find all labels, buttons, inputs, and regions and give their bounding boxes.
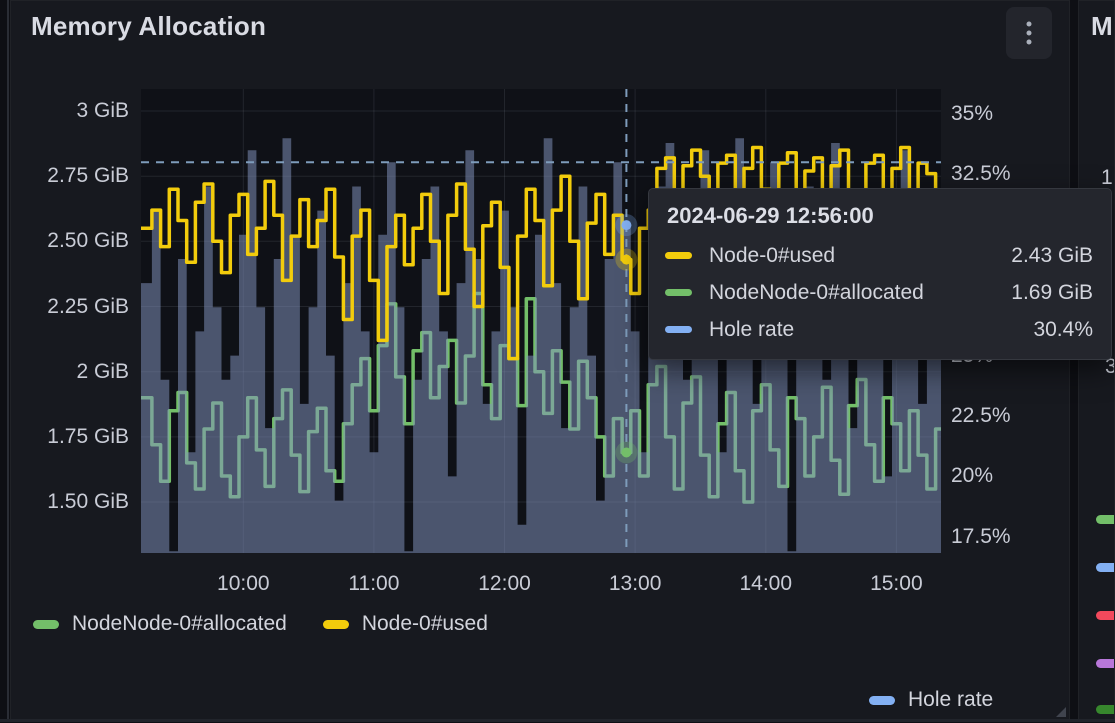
y-tick-label-right: 22.5% bbox=[951, 404, 1011, 427]
tooltip-rows: Node-0#used 2.43 GiB NodeNode-0#allocated 1… bbox=[665, 237, 1093, 348]
legend-swatch bbox=[33, 619, 59, 629]
tooltip-series-value: 30.4% bbox=[1033, 317, 1093, 341]
y-tick-label-right: 17.5% bbox=[951, 524, 1011, 548]
adjacent-axis-fragment: 1. bbox=[1101, 166, 1114, 189]
tooltip-row: Hole rate 30.4% bbox=[665, 311, 1093, 348]
legend-item[interactable]: NodeNode-0#allocated bbox=[33, 612, 287, 636]
y-tick-label-left: 3 GiB bbox=[76, 99, 129, 122]
y-tick-label-left: 2.75 GiB bbox=[47, 164, 129, 188]
panel-title: Memory Allocation bbox=[31, 11, 267, 41]
tooltip-series-label: Node-0#used bbox=[709, 243, 836, 267]
legend: NodeNode-0#allocated Node-0#used bbox=[33, 610, 488, 638]
tooltip-series-swatch bbox=[665, 326, 692, 333]
tooltip-timestamp: 2024-06-29 12:56:00 bbox=[667, 203, 874, 228]
used-series-line bbox=[141, 145, 941, 361]
y-axis-left: 3 GiB 2.75 GiB 2.50 GiB 2.25 GiB 2 GiB 1.75 G… bbox=[11, 1, 129, 723]
legend-label: Node-0#used bbox=[361, 612, 488, 635]
x-tick-label: 11:00 bbox=[348, 572, 400, 595]
kebab-icon bbox=[1026, 30, 1032, 36]
hover-point-hole-rate bbox=[621, 220, 632, 231]
tooltip-row: NodeNode-0#allocated 1.69 GiB bbox=[665, 274, 1093, 311]
x-tick-label: 10:00 bbox=[217, 572, 270, 595]
tooltip-series-value: 2.43 GiB bbox=[1011, 243, 1093, 267]
adjacent-legend-swatch[interactable] bbox=[1096, 611, 1114, 620]
adjacent-legend-swatch[interactable] bbox=[1096, 659, 1114, 668]
hover-point-allocated bbox=[621, 447, 632, 458]
y-tick-label-left: 2 GiB bbox=[76, 359, 129, 383]
previous-panel-edge bbox=[7, 0, 9, 722]
adjacent-legend-swatch[interactable] bbox=[1096, 515, 1114, 524]
legend-item[interactable]: Node-0#used bbox=[322, 612, 488, 636]
memory-allocation-panel: Memory Allocation 3 GiB 2.75 GiB 2.50 GiB 2… bbox=[10, 0, 1070, 722]
adjacent-axis-fragment: 3 bbox=[1105, 355, 1114, 379]
x-tick-label: 14:00 bbox=[739, 572, 793, 595]
tooltip-series-swatch bbox=[665, 289, 692, 296]
y-tick-label-right: 20% bbox=[951, 464, 994, 488]
y-tick-label-left: 2.50 GiB bbox=[47, 229, 129, 253]
hover-point-used bbox=[621, 254, 632, 265]
tooltip-series-label: NodeNode-0#allocated bbox=[709, 280, 924, 304]
y-tick-label-right: 32.5% bbox=[951, 162, 1011, 186]
tooltip-series-value: 1.69 GiB bbox=[1011, 280, 1093, 304]
x-tick-label: 15:00 bbox=[870, 572, 923, 595]
panel-menu-button[interactable] bbox=[1006, 7, 1052, 59]
y-tick-label-left: 1.75 GiB bbox=[47, 424, 129, 448]
adjacent-panel-title: M bbox=[1091, 11, 1113, 41]
adjacent-panel: M 1. 3 bbox=[1078, 0, 1115, 722]
adjacent-legend-swatch[interactable] bbox=[1096, 705, 1114, 714]
legend-label-hole-rate: Hole rate bbox=[908, 688, 994, 711]
row-divider bbox=[0, 719, 1115, 722]
legend-swatch-hole-rate bbox=[869, 695, 895, 705]
tooltip-series-swatch bbox=[665, 252, 692, 259]
legend-label: NodeNode-0#allocated bbox=[72, 612, 287, 635]
x-tick-label: 12:00 bbox=[478, 572, 531, 595]
panel-resize-handle[interactable] bbox=[1056, 707, 1066, 717]
x-tick-label: 13:00 bbox=[608, 572, 662, 595]
y-axis-right: 35%32.5%30%27.5%25%22.5%20%17.5% bbox=[951, 1, 1071, 723]
y-tick-label-left: 1.50 GiB bbox=[47, 490, 129, 514]
tooltip-row: Node-0#used 2.43 GiB bbox=[665, 237, 1093, 274]
chart-tooltip: 2024-06-29 12:56:00 Node-0#used 2.43 GiB N… bbox=[648, 188, 1112, 360]
y-tick-label-left: 2.25 GiB bbox=[47, 294, 129, 318]
adjacent-legend-swatch[interactable] bbox=[1096, 563, 1114, 572]
tooltip-series-label: Hole rate bbox=[709, 317, 795, 341]
legend-item-hole-rate[interactable]: Hole rate bbox=[869, 686, 993, 714]
legend-swatch bbox=[322, 619, 349, 629]
y-tick-label-right: 35% bbox=[951, 102, 994, 125]
